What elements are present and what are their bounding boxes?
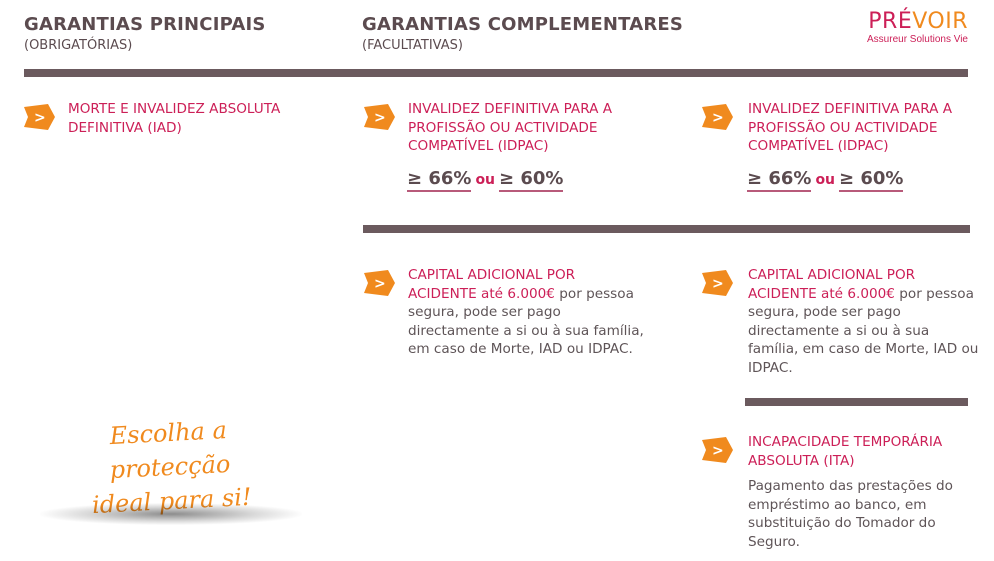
percent-60: ≥ 60% — [499, 168, 564, 192]
complementary-guarantees-title: GARANTIAS COMPLEMENTARES — [362, 14, 684, 35]
orange-arrow-icon: > — [364, 270, 395, 296]
logo-tagline: Assureur Solutions Vie — [867, 34, 968, 45]
percent-66: ≥ 66% — [407, 168, 472, 192]
svg-text:>: > — [712, 443, 724, 459]
ita-divider — [745, 398, 968, 406]
logo-voir-text: VOIR — [912, 9, 968, 34]
svg-text:>: > — [712, 276, 724, 292]
capital-adicional-block: CAPITAL ADICIONAL POR ACIDENTE até 6.000… — [748, 266, 980, 377]
iad-title: MORTE E INVALIDEZ ABSOLUTA DEFINITIVA (I… — [68, 101, 281, 136]
logo-pre-text: PRÉ — [868, 9, 913, 34]
orange-arrow-icon: > — [702, 270, 733, 296]
percent-60: ≥ 60% — [839, 168, 904, 192]
orange-arrow-icon: > — [364, 104, 395, 130]
main-guarantees-subtitle: (OBRIGATÓRIAS) — [24, 38, 133, 53]
ita-text: Pagamento das prestações do empréstimo a… — [748, 478, 953, 550]
idpac-title: INVALIDEZ DEFINITIVA PARA A PROFISSÃO OU… — [748, 101, 953, 154]
idpac-percentages: ≥ 66% ou ≥ 60% — [747, 168, 904, 192]
slogan-line-1: Escolha a protecção — [108, 416, 232, 485]
capital-text: por pessoa segura, pode ser pago directa… — [408, 285, 644, 358]
header-divider — [24, 69, 968, 77]
or-text: ou — [815, 172, 836, 188]
percent-66: ≥ 66% — [747, 168, 812, 192]
or-text: ou — [475, 172, 496, 188]
prevoir-logo: PRÉVOIR Assureur Solutions Vie — [856, 10, 968, 46]
slogan-shadow — [40, 503, 302, 525]
capital-adicional-block: CAPITAL ADICIONAL POR ACIDENTE até 6.000… — [408, 266, 644, 359]
capital-title: CAPITAL ADICIONAL POR ACIDENTE até 6.000… — [408, 267, 576, 302]
capital-title: CAPITAL ADICIONAL POR ACIDENTE até 6.000… — [748, 267, 916, 302]
section-divider — [363, 225, 970, 233]
idpac-title: INVALIDEZ DEFINITIVA PARA A PROFISSÃO OU… — [408, 101, 613, 154]
capital-text: por pessoa segura, pode ser pago directa… — [748, 285, 979, 376]
orange-arrow-icon: > — [702, 104, 733, 130]
orange-arrow-icon: > — [24, 104, 55, 130]
main-guarantees-title: GARANTIAS PRINCIPAIS — [24, 14, 266, 35]
idpac-percentages: ≥ 66% ou ≥ 60% — [407, 168, 564, 192]
svg-text:>: > — [712, 110, 724, 126]
svg-text:>: > — [34, 110, 46, 126]
ita-title: INCAPACIDADE TEMPORÁRIA ABSOLUTA (ITA) — [748, 434, 943, 469]
svg-text:>: > — [374, 276, 386, 292]
svg-text:>: > — [374, 110, 386, 126]
complementary-guarantees-subtitle: (FACULTATIVAS) — [362, 38, 463, 53]
orange-arrow-icon: > — [702, 437, 733, 463]
